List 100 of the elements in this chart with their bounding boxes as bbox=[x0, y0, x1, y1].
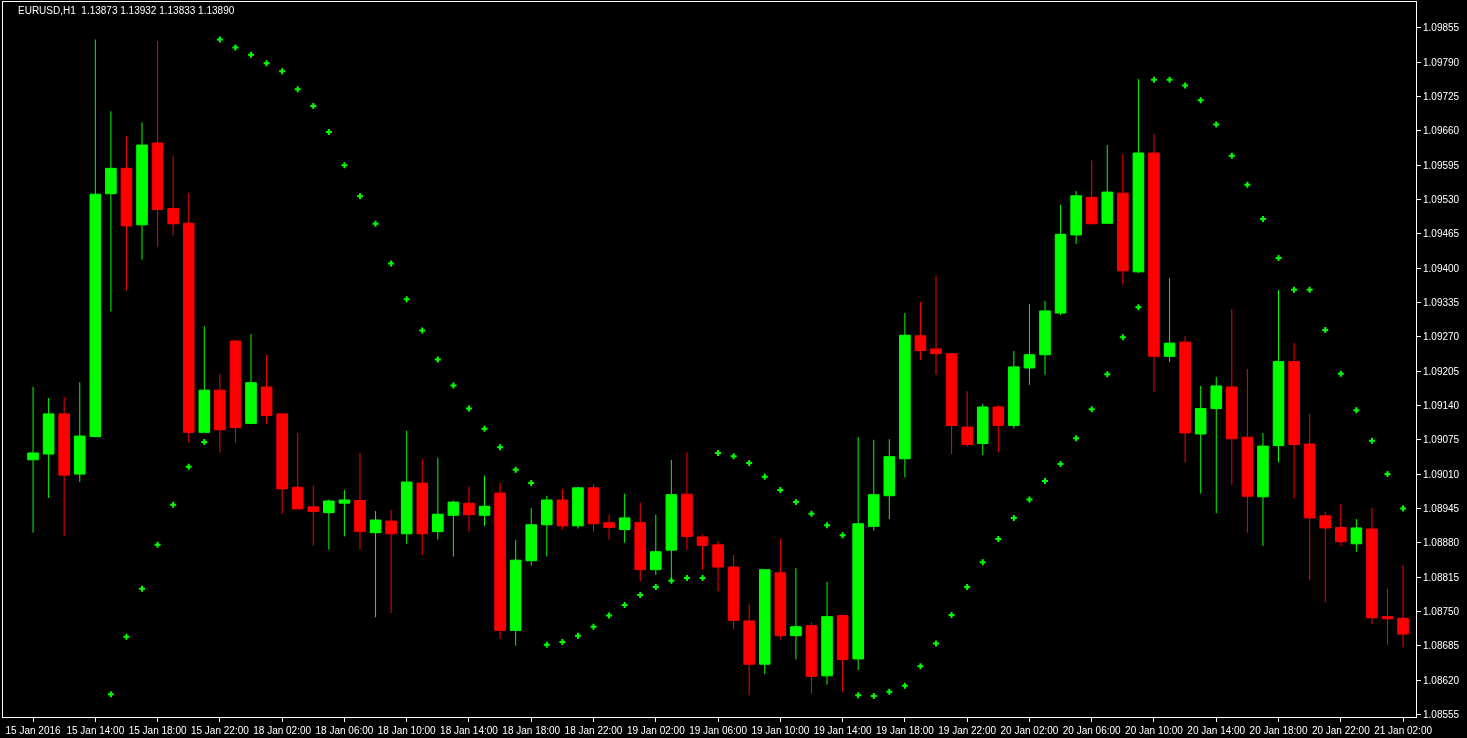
y-tick-label: 1.08880 bbox=[1423, 537, 1460, 549]
candlestick bbox=[447, 499, 460, 557]
candlestick bbox=[494, 482, 506, 640]
candlestick bbox=[1163, 277, 1176, 363]
candlestick bbox=[229, 339, 242, 443]
y-tick-label: 1.09335 bbox=[1423, 296, 1460, 308]
candlestick bbox=[1272, 289, 1285, 463]
candlestick bbox=[945, 353, 958, 455]
candlestick bbox=[836, 614, 849, 693]
candlestick bbox=[852, 436, 864, 671]
candlestick bbox=[976, 403, 989, 456]
candlestick bbox=[681, 451, 693, 551]
x-tick-label: 20 Jan 18:00 bbox=[1249, 725, 1308, 736]
y-tick-label: 1.08945 bbox=[1423, 502, 1460, 514]
candlestick bbox=[463, 486, 475, 533]
candlestick bbox=[1148, 132, 1160, 393]
x-tick-label: 19 Jan 22:00 bbox=[938, 725, 997, 736]
candlestick bbox=[354, 452, 366, 550]
x-tick-label: 18 Jan 18:00 bbox=[502, 725, 561, 736]
x-tick-label: 15 Jan 18:00 bbox=[128, 725, 187, 736]
candlestick bbox=[790, 567, 802, 660]
candlestick bbox=[758, 569, 771, 675]
y-tick-label: 1.08815 bbox=[1423, 571, 1460, 583]
candlestick bbox=[105, 110, 117, 312]
candlestick bbox=[1241, 368, 1254, 534]
candlestick bbox=[821, 581, 833, 686]
candlestick bbox=[541, 495, 553, 557]
candlestick bbox=[27, 386, 39, 534]
candlestick bbox=[1319, 511, 1332, 603]
candlestick bbox=[1117, 153, 1129, 286]
candlestick bbox=[1210, 376, 1223, 514]
candlestick bbox=[1085, 159, 1098, 225]
y-tick-label: 1.09660 bbox=[1423, 125, 1460, 137]
x-tick-label: 20 Jan 06:00 bbox=[1062, 725, 1122, 736]
candlestick bbox=[1008, 350, 1020, 430]
candlestick bbox=[1303, 413, 1316, 581]
x-tick-label: 20 Jan 14:00 bbox=[1187, 725, 1246, 736]
candlestick bbox=[1381, 588, 1394, 646]
x-tick-label: 21 Jan 02:00 bbox=[1374, 725, 1433, 736]
y-tick-label: 1.08555 bbox=[1423, 708, 1460, 720]
candlestick bbox=[120, 135, 133, 291]
y-tick-label: 1.09400 bbox=[1423, 262, 1460, 274]
candlestick bbox=[1350, 518, 1363, 553]
candlestick bbox=[712, 540, 724, 592]
y-tick-label: 1.08750 bbox=[1423, 605, 1460, 617]
x-tick-label: 19 Jan 18:00 bbox=[875, 725, 935, 736]
candlestick bbox=[1226, 308, 1238, 486]
candlestick bbox=[214, 373, 226, 453]
x-tick-label: 20 Jan 02:00 bbox=[1000, 725, 1059, 736]
candlestick bbox=[650, 514, 662, 576]
candlestick bbox=[992, 404, 1005, 453]
x-tick-label: 20 Jan 22:00 bbox=[1311, 725, 1371, 736]
candlestick bbox=[556, 488, 569, 531]
x-tick-label: 18 Jan 10:00 bbox=[377, 725, 437, 736]
y-tick-label: 1.09075 bbox=[1423, 434, 1460, 446]
x-tick-label: 20 Jan 10:00 bbox=[1125, 725, 1184, 736]
candlestick bbox=[634, 502, 647, 582]
candlestick bbox=[291, 432, 304, 510]
candlestick bbox=[432, 457, 444, 541]
candlestick bbox=[478, 475, 491, 527]
candlestick bbox=[774, 538, 787, 640]
candlestick bbox=[1101, 144, 1114, 225]
x-tick-label: 18 Jan 02:00 bbox=[253, 725, 312, 736]
candlestick bbox=[1397, 564, 1409, 648]
candlestick bbox=[727, 554, 740, 630]
y-tick-label: 1.09010 bbox=[1423, 468, 1460, 480]
candlestick bbox=[961, 390, 973, 448]
candlestick bbox=[58, 396, 70, 537]
candlestick bbox=[276, 413, 288, 515]
candlestick bbox=[899, 312, 911, 478]
candlestick bbox=[1132, 78, 1145, 274]
candlestick bbox=[525, 507, 538, 566]
candlestick bbox=[696, 534, 709, 571]
candlestick bbox=[369, 510, 382, 618]
candlestick bbox=[1257, 432, 1269, 547]
candlestick bbox=[167, 155, 179, 236]
x-tick-label: 15 Jan 22:00 bbox=[190, 725, 250, 736]
candlestick bbox=[1179, 335, 1191, 463]
candlestick bbox=[307, 485, 320, 546]
candlestick bbox=[260, 354, 273, 425]
candlestick bbox=[198, 325, 211, 433]
candlestick bbox=[323, 498, 335, 551]
x-tick-label: 19 Jan 14:00 bbox=[813, 725, 872, 736]
y-tick-label: 1.09595 bbox=[1423, 159, 1460, 171]
candlestick bbox=[914, 301, 927, 361]
candlestick bbox=[509, 539, 522, 647]
x-tick-label: 18 Jan 22:00 bbox=[564, 725, 623, 736]
candlestick bbox=[1070, 190, 1082, 245]
y-tick-label: 1.09725 bbox=[1423, 91, 1460, 103]
y-tick-label: 1.09140 bbox=[1423, 399, 1460, 411]
candlestick bbox=[1335, 503, 1347, 547]
candlestick bbox=[416, 458, 429, 556]
candlestick bbox=[1023, 303, 1036, 386]
candlestick bbox=[338, 489, 351, 537]
y-tick-label: 1.09530 bbox=[1423, 194, 1460, 205]
candlestick bbox=[603, 514, 615, 541]
candlestick bbox=[42, 397, 55, 499]
candlestick bbox=[151, 40, 164, 247]
y-tick-label: 1.09790 bbox=[1423, 56, 1460, 68]
candlestick bbox=[400, 430, 413, 545]
